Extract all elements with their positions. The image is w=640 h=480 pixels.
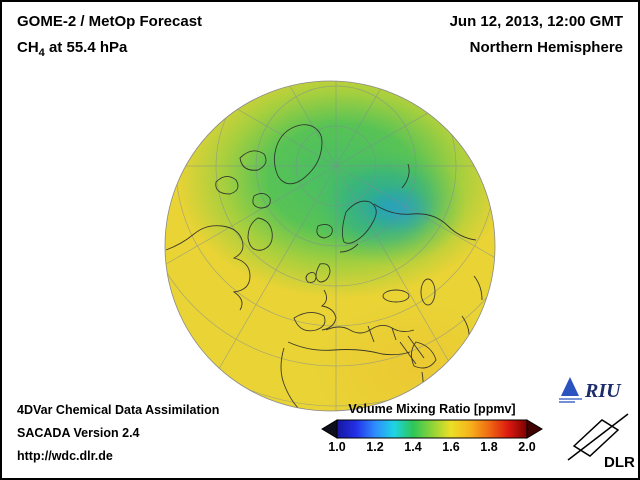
colorbar-tick-label: 1.2 xyxy=(366,440,384,454)
colorbar: Volume Mixing Ratio [ppmv] 1.0 1.2 1.4 1… xyxy=(320,402,544,455)
colorbar-tick-labels: 1.0 1.2 1.4 1.6 1.8 2.0 xyxy=(320,440,544,455)
riu-logo: RIU xyxy=(558,373,636,410)
header-right: Jun 12, 2013, 12:00 GMT Northern Hemisph… xyxy=(450,13,623,56)
globe-map xyxy=(162,78,498,414)
region-label: Northern Hemisphere xyxy=(469,39,623,56)
dlr-logo: DLR xyxy=(566,410,638,475)
colorbar-tick-label: 1.0 xyxy=(328,440,346,454)
colorbar-arrow-right xyxy=(526,419,543,439)
colorbar-bar xyxy=(321,419,543,439)
ch4-low-anomaly xyxy=(177,81,495,411)
dlr-logo-mark xyxy=(567,413,629,461)
globe-rim xyxy=(164,80,496,412)
species-level-label: CH4 at 55.4 hPa xyxy=(17,39,202,59)
version-label: SACADA Version 2.4 xyxy=(17,426,140,440)
colorbar-tick-label: 1.8 xyxy=(480,440,498,454)
pressure-level: at 55.4 hPa xyxy=(48,39,128,56)
wdc-url-link[interactable]: http://wdc.dlr.de xyxy=(17,449,113,463)
dlr-logo-text: DLR xyxy=(604,454,635,470)
header-left: GOME-2 / MetOp Forecast CH4 at 55.4 hPa xyxy=(17,13,202,59)
colorbar-tick-label: 1.6 xyxy=(442,440,460,454)
colorbar-arrow-left xyxy=(321,419,338,439)
riu-logo-text: RIU xyxy=(584,380,622,402)
riu-logo-mark xyxy=(559,377,582,403)
coastlines xyxy=(165,124,483,411)
page-title: GOME-2 / MetOp Forecast xyxy=(17,13,203,30)
footer-credits: 4DVar Chemical Data Assimilation SACADA … xyxy=(17,399,219,468)
datetime-label: Jun 12, 2013, 12:00 GMT xyxy=(449,13,623,30)
species-subscript: 4 xyxy=(38,47,45,59)
globe-svg xyxy=(164,80,496,412)
colorbar-tick-label: 2.0 xyxy=(518,440,536,454)
assimilation-label: 4DVar Chemical Data Assimilation xyxy=(17,403,220,417)
colorbar-gradient-rect xyxy=(336,419,528,439)
colorbar-tick-label: 1.4 xyxy=(404,440,422,454)
colorbar-title: Volume Mixing Ratio [ppmv] xyxy=(348,402,516,416)
species-symbol: CH xyxy=(17,39,39,56)
